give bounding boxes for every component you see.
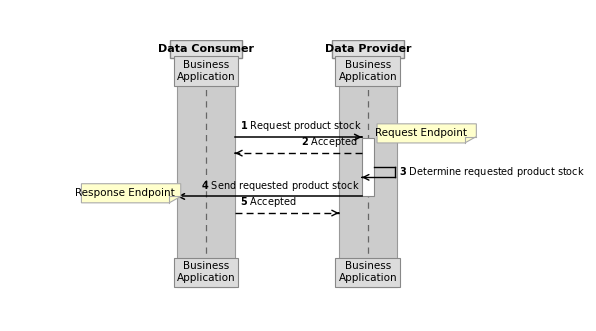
Bar	[336, 56, 400, 86]
Bar	[362, 138, 374, 197]
Text: $\mathbf{3}$ Determine requested product stock: $\mathbf{3}$ Determine requested product…	[399, 165, 585, 179]
Text: Data Provider: Data Provider	[325, 44, 411, 54]
Bar	[174, 258, 238, 287]
Bar	[332, 40, 403, 58]
Polygon shape	[82, 184, 181, 203]
Text: $\mathbf{5}$ Accepted: $\mathbf{5}$ Accepted	[240, 195, 296, 209]
Text: Business
Application: Business Application	[339, 60, 397, 82]
Text: Business
Application: Business Application	[339, 261, 397, 283]
Text: $\mathbf{2}$ Accepted: $\mathbf{2}$ Accepted	[300, 135, 357, 149]
Text: $\mathbf{4}$ Send requested product stock: $\mathbf{4}$ Send requested product stoc…	[201, 179, 359, 193]
Text: Request Endpoint: Request Endpoint	[375, 128, 467, 138]
Text: Business
Application: Business Application	[177, 261, 235, 283]
Polygon shape	[377, 124, 476, 143]
Text: Response Endpoint: Response Endpoint	[76, 188, 175, 198]
Bar	[336, 258, 400, 287]
Bar	[339, 50, 397, 287]
Text: Business
Application: Business Application	[177, 60, 235, 82]
Text: $\mathbf{1}$ Request product stock: $\mathbf{1}$ Request product stock	[240, 119, 361, 133]
Bar	[174, 56, 238, 86]
Bar	[170, 40, 242, 58]
Bar	[177, 50, 235, 287]
Text: Data Consumer: Data Consumer	[158, 44, 254, 54]
